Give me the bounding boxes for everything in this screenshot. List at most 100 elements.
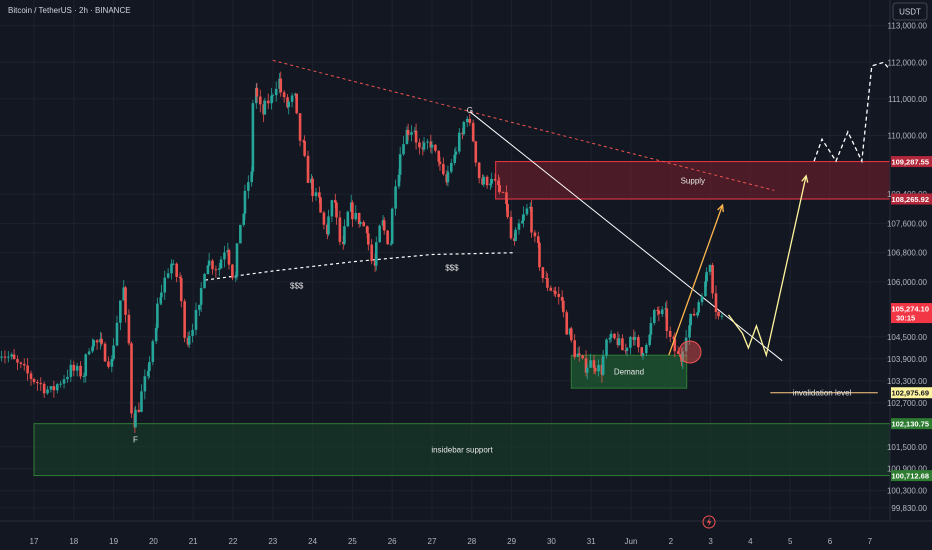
candle-body[interactable] bbox=[509, 216, 513, 239]
candle-body[interactable] bbox=[87, 351, 91, 355]
candle-body[interactable] bbox=[641, 353, 645, 356]
candle-body[interactable] bbox=[656, 310, 659, 312]
candle-body[interactable] bbox=[242, 213, 246, 225]
candle-body[interactable] bbox=[231, 264, 234, 278]
candle-body[interactable] bbox=[335, 202, 338, 218]
candle-body[interactable] bbox=[589, 360, 592, 368]
candle-body[interactable] bbox=[501, 191, 505, 193]
candle-body[interactable] bbox=[199, 288, 203, 305]
candle-body[interactable] bbox=[672, 336, 675, 339]
candle-body[interactable] bbox=[613, 333, 616, 339]
candle-body[interactable] bbox=[437, 150, 441, 162]
candle-body[interactable] bbox=[130, 343, 133, 414]
candle-body[interactable] bbox=[287, 101, 291, 108]
candle-body[interactable] bbox=[59, 383, 62, 385]
candle-body[interactable] bbox=[223, 252, 226, 260]
candle-body[interactable] bbox=[705, 271, 708, 282]
candle-body[interactable] bbox=[688, 325, 691, 338]
candle-body[interactable] bbox=[714, 293, 718, 312]
candle-body[interactable] bbox=[434, 144, 437, 151]
candle-body[interactable] bbox=[681, 351, 685, 362]
candle-body[interactable] bbox=[198, 304, 201, 310]
candle-body[interactable] bbox=[333, 200, 337, 203]
candle-body[interactable] bbox=[32, 378, 36, 383]
price-axis-panel[interactable] bbox=[890, 0, 932, 550]
candle-body[interactable] bbox=[314, 192, 318, 197]
candle-body[interactable] bbox=[493, 179, 497, 181]
candle-body[interactable] bbox=[637, 337, 640, 348]
candle-body[interactable] bbox=[235, 243, 239, 277]
candle-body[interactable] bbox=[26, 365, 29, 374]
candle-body[interactable] bbox=[454, 151, 458, 155]
candle-body[interactable] bbox=[609, 333, 613, 338]
candle-body[interactable] bbox=[156, 303, 159, 328]
candle-body[interactable] bbox=[303, 140, 306, 156]
candle-body[interactable] bbox=[665, 308, 669, 332]
candle-body[interactable] bbox=[668, 331, 672, 337]
candle-body[interactable] bbox=[676, 351, 680, 355]
candle-body[interactable] bbox=[12, 354, 16, 360]
candles-layer[interactable] bbox=[0, 71, 724, 434]
candle-body[interactable] bbox=[465, 118, 469, 123]
candle-body[interactable] bbox=[696, 312, 699, 316]
candle-body[interactable] bbox=[546, 278, 549, 288]
candle-body[interactable] bbox=[72, 364, 76, 371]
candle-body[interactable] bbox=[75, 365, 79, 371]
candle-body[interactable] bbox=[657, 310, 661, 315]
candle-body[interactable] bbox=[148, 362, 151, 371]
candle-body[interactable] bbox=[239, 224, 242, 244]
candle-body[interactable] bbox=[645, 344, 648, 354]
candle-body[interactable] bbox=[438, 161, 442, 165]
candle-body[interactable] bbox=[159, 297, 163, 304]
candle-body[interactable] bbox=[19, 362, 23, 364]
candle-body[interactable] bbox=[95, 340, 99, 343]
candle-body[interactable] bbox=[79, 365, 82, 377]
candle-body[interactable] bbox=[22, 363, 26, 366]
candle-body[interactable] bbox=[560, 296, 564, 301]
candle-body[interactable] bbox=[183, 301, 186, 338]
candle-body[interactable] bbox=[49, 386, 53, 390]
candle-body[interactable] bbox=[430, 144, 434, 148]
candle-body[interactable] bbox=[234, 276, 238, 278]
candle-body[interactable] bbox=[397, 174, 401, 187]
candle-body[interactable] bbox=[505, 192, 508, 205]
candle-body[interactable] bbox=[597, 365, 600, 372]
candle-body[interactable] bbox=[429, 141, 433, 148]
candle-body[interactable] bbox=[322, 212, 326, 225]
candle-body[interactable] bbox=[103, 343, 107, 362]
candle-body[interactable] bbox=[134, 409, 137, 428]
candle-body[interactable] bbox=[422, 142, 426, 150]
candle-body[interactable] bbox=[346, 211, 350, 227]
candle-body[interactable] bbox=[689, 313, 692, 326]
candle-body[interactable] bbox=[338, 217, 342, 242]
candle-body[interactable] bbox=[394, 186, 397, 209]
candle-body[interactable] bbox=[52, 386, 56, 391]
candle-body[interactable] bbox=[295, 93, 298, 114]
candle-body[interactable] bbox=[207, 260, 211, 266]
candle-body[interactable] bbox=[29, 373, 33, 379]
candle-body[interactable] bbox=[593, 367, 597, 372]
candle-body[interactable] bbox=[370, 244, 374, 262]
candle-body[interactable] bbox=[585, 367, 589, 373]
candle-body[interactable] bbox=[538, 242, 541, 268]
candle-body[interactable] bbox=[497, 180, 500, 186]
candle-body[interactable] bbox=[354, 212, 358, 220]
candle-body[interactable] bbox=[227, 250, 231, 265]
candle-body[interactable] bbox=[247, 182, 250, 191]
candle-body[interactable] bbox=[541, 267, 545, 278]
candle-body[interactable] bbox=[122, 287, 126, 301]
candle-body[interactable] bbox=[418, 142, 421, 148]
candle-body[interactable] bbox=[406, 129, 410, 135]
candle-body[interactable] bbox=[255, 87, 259, 97]
candle-body[interactable] bbox=[166, 273, 170, 278]
candle-body[interactable] bbox=[170, 263, 173, 274]
candle-body[interactable] bbox=[378, 225, 381, 243]
candle-body[interactable] bbox=[319, 197, 322, 213]
candle-body[interactable] bbox=[10, 354, 14, 357]
candle-body[interactable] bbox=[263, 100, 267, 115]
candle-body[interactable] bbox=[565, 312, 569, 335]
time-axis-panel[interactable] bbox=[0, 522, 890, 550]
candle-body[interactable] bbox=[562, 300, 565, 313]
candle-body[interactable] bbox=[584, 358, 588, 373]
candle-body[interactable] bbox=[110, 359, 114, 367]
